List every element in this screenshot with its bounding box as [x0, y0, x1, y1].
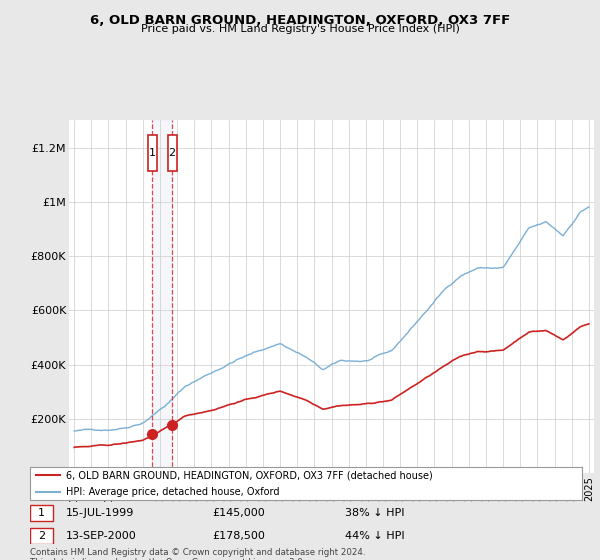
Text: 15-JUL-1999: 15-JUL-1999: [66, 508, 134, 518]
FancyBboxPatch shape: [148, 136, 157, 171]
FancyBboxPatch shape: [30, 505, 53, 521]
Text: 2: 2: [38, 531, 45, 541]
Text: Contains HM Land Registry data © Crown copyright and database right 2024.
This d: Contains HM Land Registry data © Crown c…: [30, 548, 365, 560]
Text: 1: 1: [149, 148, 155, 158]
FancyBboxPatch shape: [167, 136, 176, 171]
Text: 1: 1: [38, 508, 45, 518]
Text: Price paid vs. HM Land Registry's House Price Index (HPI): Price paid vs. HM Land Registry's House …: [140, 24, 460, 34]
Text: £145,000: £145,000: [212, 508, 265, 518]
Text: 6, OLD BARN GROUND, HEADINGTON, OXFORD, OX3 7FF: 6, OLD BARN GROUND, HEADINGTON, OXFORD, …: [90, 14, 510, 27]
Text: 2: 2: [169, 148, 176, 158]
Text: HPI: Average price, detached house, Oxford: HPI: Average price, detached house, Oxfo…: [66, 487, 280, 497]
Text: £178,500: £178,500: [212, 531, 265, 541]
Text: 6, OLD BARN GROUND, HEADINGTON, OXFORD, OX3 7FF (detached house): 6, OLD BARN GROUND, HEADINGTON, OXFORD, …: [66, 470, 433, 480]
Text: 38% ↓ HPI: 38% ↓ HPI: [344, 508, 404, 518]
FancyBboxPatch shape: [30, 528, 53, 544]
Bar: [152, 120, 172, 473]
Text: 13-SEP-2000: 13-SEP-2000: [66, 531, 137, 541]
Text: 44% ↓ HPI: 44% ↓ HPI: [344, 531, 404, 541]
